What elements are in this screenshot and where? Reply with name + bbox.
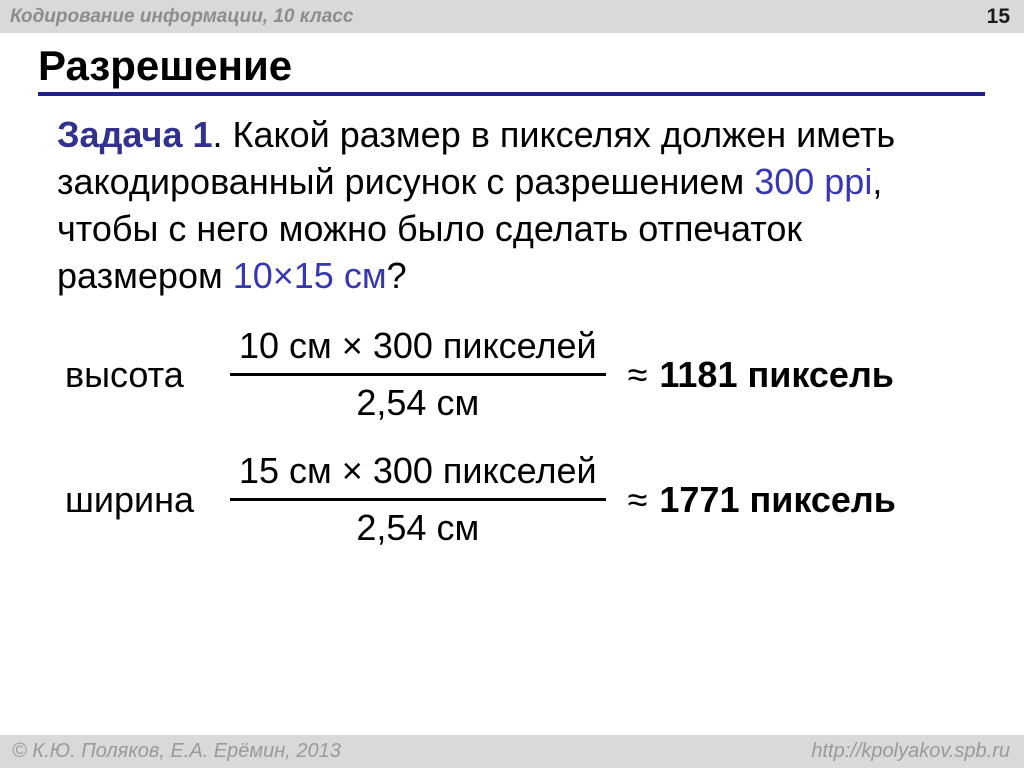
- site-url: http://kpolyakov.spb.ru: [811, 740, 1010, 762]
- approx-sign: ≈: [627, 353, 648, 395]
- top-bar: Кодирование информации, 10 класс 15: [0, 0, 1024, 33]
- formula-label-width: ширина: [65, 478, 195, 520]
- page-number: 15: [986, 4, 1010, 28]
- problem-text: ?: [386, 255, 407, 296]
- formula-label-height: высота: [65, 353, 184, 395]
- formula-result-width: 1771 пиксель: [659, 478, 896, 520]
- slide-content: Разрешение Задача 1. Какой размер в пикс…: [0, 33, 1024, 735]
- problem-line: закодированный рисунок с разрешением 300…: [57, 158, 985, 205]
- formula-row-height: высота 10 см × 300 пикселей 2,54 см ≈ 11…: [65, 325, 985, 424]
- fraction: 15 см × 300 пикселей 2,54 см: [230, 450, 606, 549]
- footer-bar: © К.Ю. Поляков, Е.А. Ерёмин, 2013 http:/…: [0, 735, 1024, 768]
- formula-result-height: 1181 пиксель: [659, 353, 894, 395]
- problem-line: Задача 1. Какой размер в пикселях должен…: [57, 111, 985, 158]
- problem-highlight-size: 10×15 см: [232, 255, 387, 296]
- formula-row-width: ширина 15 см × 300 пикселей 2,54 см ≈ 17…: [65, 450, 985, 549]
- fraction-denominator: 2,54 см: [356, 507, 480, 548]
- slide-title: Разрешение: [38, 42, 293, 89]
- fraction-numerator: 15 см × 300 пикселей: [230, 450, 606, 501]
- approx-sign: ≈: [627, 478, 648, 520]
- problem-text: закодированный рисунок с разрешением: [57, 161, 755, 202]
- problem-paragraph: Задача 1. Какой размер в пикселях должен…: [57, 111, 985, 299]
- problem-text: ,: [872, 161, 883, 202]
- problem-line: размером 10×15 см?: [57, 252, 985, 299]
- title-underline: [38, 92, 985, 96]
- problem-text: чтобы с него можно было сделать отпечато…: [57, 208, 803, 249]
- problem-text: . Какой размер в пикселях должен иметь: [212, 114, 896, 155]
- fraction: 10 см × 300 пикселей 2,54 см: [230, 325, 606, 424]
- problem-label: Задача 1: [57, 114, 213, 155]
- copyright-text: © К.Ю. Поляков, Е.А. Ерёмин, 2013: [12, 740, 341, 762]
- problem-text: размером: [57, 255, 233, 296]
- problem-line: чтобы с него можно было сделать отпечато…: [57, 205, 985, 252]
- problem-highlight-ppi: 300 ppi: [754, 161, 873, 202]
- presentation-title: Кодирование информации, 10 класс: [10, 5, 354, 27]
- fraction-numerator: 10 см × 300 пикселей: [230, 325, 606, 376]
- fraction-denominator: 2,54 см: [356, 382, 480, 423]
